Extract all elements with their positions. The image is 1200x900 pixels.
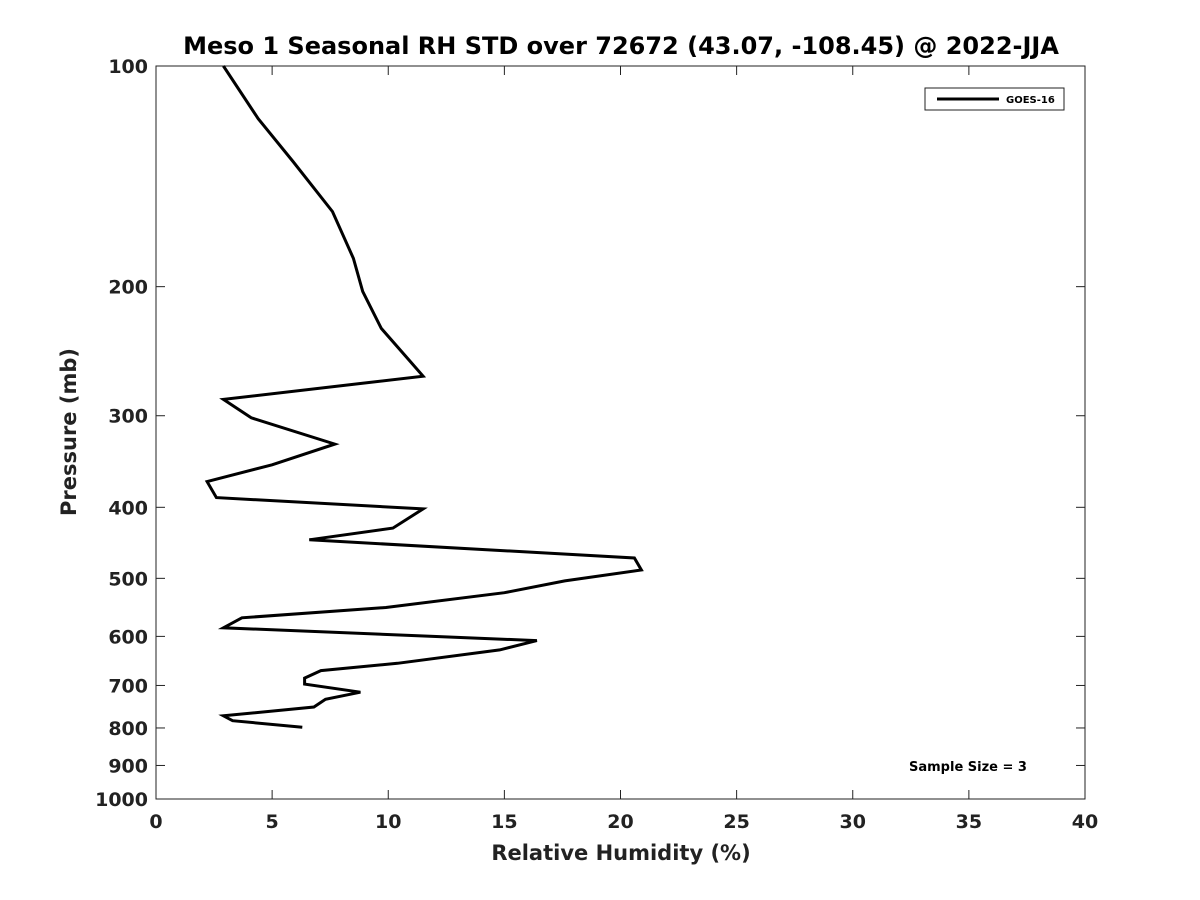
x-tick-label: 35: [956, 811, 982, 833]
y-tick-label: 1000: [95, 789, 148, 811]
y-tick-label: 400: [108, 497, 148, 519]
x-tick-label: 30: [840, 811, 866, 833]
x-tick-label: 0: [149, 811, 162, 833]
sample-size-annotation: Sample Size = 3: [909, 760, 1027, 775]
y-tick-label: 700: [108, 675, 148, 697]
x-tick-label: 10: [375, 811, 401, 833]
x-axis: 0 5 10 15 20 25 30 35 40: [149, 66, 1098, 833]
legend-label-goes-16: GOES-16: [1006, 95, 1055, 106]
y-tick-label: 900: [108, 755, 148, 777]
series-line-goes-16: [204, 65, 644, 729]
y-tick-label: 100: [108, 56, 148, 78]
y-tick-label: 800: [108, 718, 148, 740]
x-axis-title: Relative Humidity (%): [491, 841, 750, 865]
x-tick-label: 40: [1072, 811, 1098, 833]
chart-title: Meso 1 Seasonal RH STD over 72672 (43.07…: [183, 32, 1059, 60]
x-tick-label: 25: [723, 811, 749, 833]
x-tick-label: 15: [491, 811, 517, 833]
legend: GOES-16: [924, 87, 1065, 111]
x-tick-label: 5: [266, 811, 279, 833]
y-tick-label: 500: [108, 568, 148, 590]
y-tick-label: 600: [108, 626, 148, 648]
y-axis-title: Pressure (mb): [57, 348, 81, 516]
x-tick-label: 20: [607, 811, 633, 833]
y-tick-label: 300: [108, 406, 148, 428]
series-group: [204, 65, 644, 729]
y-axis: 100 200 300 400 500 600 700 800 900 1000: [95, 56, 1085, 811]
y-tick-label: 200: [108, 277, 148, 299]
